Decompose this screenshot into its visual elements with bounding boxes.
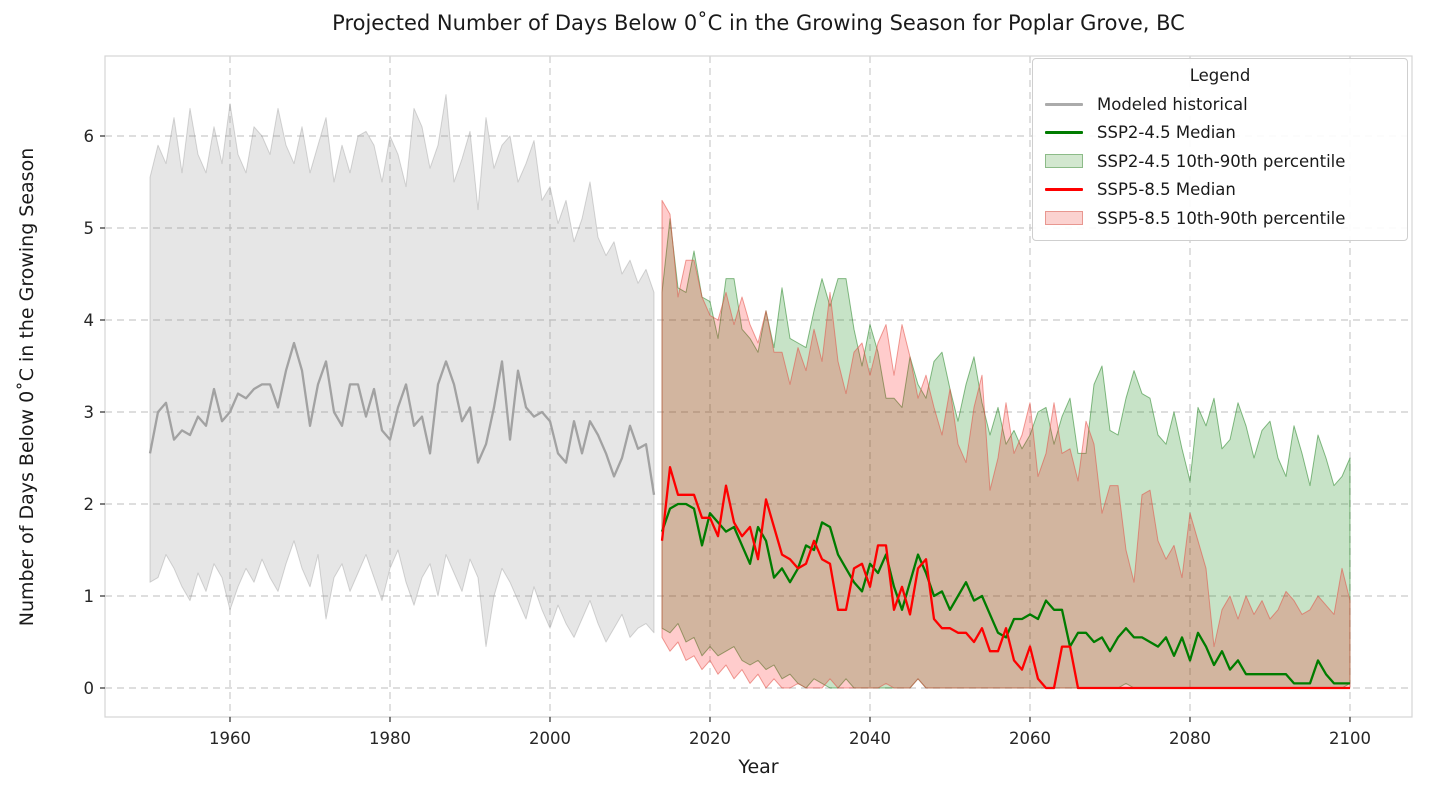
legend-label-modeled-historical: Modeled historical (1097, 94, 1248, 114)
legend-swatch-ssp2-4-5-10th-90th-percentile (1045, 154, 1083, 169)
legend-swatch-ssp2-4-5-median (1045, 131, 1083, 135)
x-axis-label: Year (738, 756, 779, 778)
legend-swatch-modeled-historical (1045, 102, 1083, 106)
legend-swatch-ssp5-8-5-10th-90th-percentile (1045, 211, 1083, 226)
legend-label-ssp2-4-5-median: SSP2-4.5 Median (1097, 123, 1236, 143)
legend-label-ssp5-8-5-10th-90th-percentile: SSP5-8.5 10th-90th percentile (1097, 208, 1346, 228)
line-modeled-historical (148, 341, 656, 495)
legend-label-ssp5-8-5-median: SSP5-8.5 Median (1097, 180, 1236, 200)
x-tick-label-2100: 2100 (1329, 729, 1371, 748)
legend-swatch-ssp5-8-5-median (1045, 188, 1083, 192)
y-tick-label-4: 4 (84, 311, 95, 330)
y-axis-label: Number of Days Below 0˚C in the Growing … (16, 147, 38, 627)
y-tick-label-3: 3 (84, 403, 95, 422)
legend-title: Legend (1189, 66, 1251, 85)
x-tick-label-2040: 2040 (849, 729, 891, 748)
x-tick-label-1960: 1960 (209, 729, 251, 748)
x-tick-label-2020: 2020 (689, 729, 731, 748)
legend-entry-ssp2-4-5-median: SSP2-4.5 Median (1045, 119, 1395, 148)
chart-title: Projected Number of Days Below 0˚C in th… (332, 11, 1185, 35)
y-tick-label-2: 2 (84, 495, 95, 514)
y-tick-label-6: 6 (84, 127, 95, 146)
legend-entry-modeled-historical: Modeled historical (1045, 90, 1395, 119)
legend-entry-ssp2-4-5-10th-90th-percentile: SSP2-4.5 10th-90th percentile (1045, 147, 1395, 176)
legend-label-ssp2-4-5-10th-90th-percentile: SSP2-4.5 10th-90th percentile (1097, 151, 1346, 171)
y-tick-label-1: 1 (84, 587, 95, 606)
legend-entry-ssp5-8-5-10th-90th-percentile: SSP5-8.5 10th-90th percentile (1045, 204, 1395, 233)
y-tick-label-0: 0 (84, 679, 95, 698)
x-tick-label-1980: 1980 (369, 729, 411, 748)
legend: Legend Modeled historical SSP2-4.5 Median… (1032, 58, 1408, 241)
line-ssp5-8-5-median (660, 466, 1350, 690)
band-modeled-historical-10th-90th-percentile (149, 94, 655, 648)
y-tick-label-5: 5 (84, 219, 95, 238)
x-tick-label-2060: 2060 (1009, 729, 1051, 748)
plot-border (104, 55, 1413, 718)
legend-entry-ssp5-8-5-median: SSP5-8.5 Median (1045, 176, 1395, 205)
x-tick-label-2000: 2000 (529, 729, 571, 748)
line-ssp2-4-5-median (660, 502, 1350, 685)
x-tick-label-2080: 2080 (1169, 729, 1211, 748)
